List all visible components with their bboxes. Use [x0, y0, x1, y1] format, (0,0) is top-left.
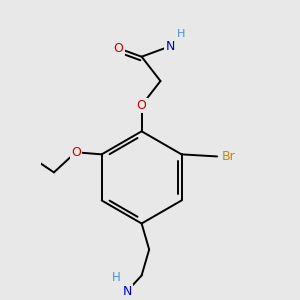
Text: O: O [137, 99, 147, 112]
Text: N: N [122, 285, 132, 298]
Text: Br: Br [222, 150, 236, 163]
Text: O: O [114, 42, 124, 55]
Text: H: H [112, 272, 121, 284]
Text: H: H [176, 29, 185, 39]
Text: O: O [71, 146, 81, 159]
Text: N: N [165, 40, 175, 53]
